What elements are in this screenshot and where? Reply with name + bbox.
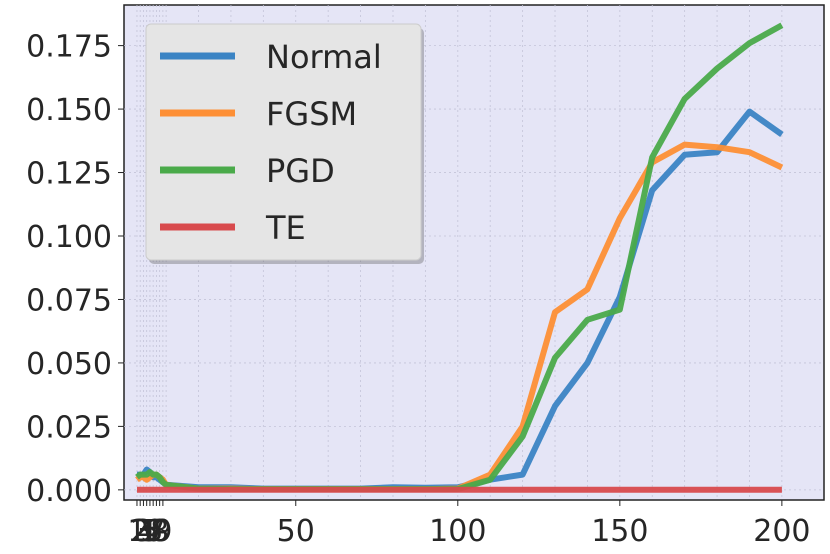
x-tick-label: 200	[753, 514, 810, 549]
y-tick-label: 0.000	[26, 474, 112, 509]
y-tick-label: 0.175	[26, 30, 112, 65]
series-lines	[135, 22, 784, 493]
y-tick-label: 0.125	[26, 157, 112, 192]
y-tick-label: 0.100	[26, 220, 112, 255]
x-tick-label: 2	[131, 514, 150, 549]
y-tick-label: 0.150	[26, 93, 112, 128]
x-tick-label: 6	[144, 514, 163, 549]
x-tick-label: 8	[150, 514, 169, 549]
x-tick-label: 100	[429, 514, 486, 549]
x-tick-label: 1	[127, 514, 146, 549]
legend-label-te: TE	[265, 209, 306, 247]
legend-box	[145, 23, 422, 261]
x-tick-label: 9	[153, 514, 172, 549]
y-tick-label: 0.075	[26, 283, 112, 318]
x-tick-label: 7	[147, 514, 166, 549]
legend-label-fgsm: FGSM	[266, 95, 357, 133]
y-tick-label: 0.025	[26, 410, 112, 445]
legend: Normal FGSM PGD TE	[145, 23, 424, 264]
y-axis: 0.000 0.025 0.050 0.075 0.100 0.125 0.150 0.175	[26, 30, 124, 509]
x-tick-label: 150	[591, 514, 648, 549]
x-tick-label: 4	[137, 514, 156, 549]
x-tick-label: 5	[140, 514, 159, 549]
legend-label-normal: Normal	[266, 38, 382, 76]
x-tick-label: 50	[277, 514, 315, 549]
y-tick-label: 0.050	[26, 347, 112, 382]
legend-label-pgd: PGD	[266, 152, 335, 190]
x-tick-label: 3	[134, 514, 153, 549]
